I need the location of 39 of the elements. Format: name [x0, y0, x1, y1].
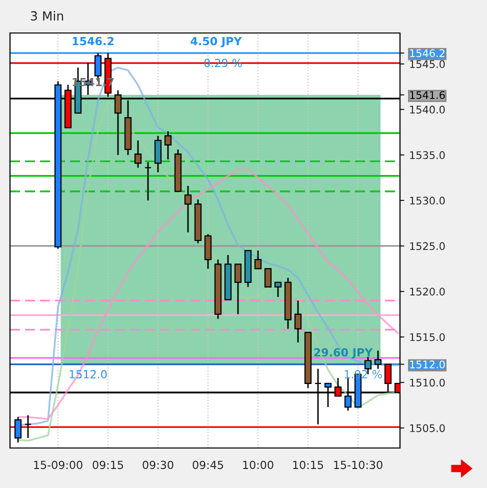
candlestick [134, 140, 142, 168]
candlestick [144, 162, 152, 202]
y-tick-label: 1505.0 [410, 424, 445, 432]
annotation: 1546.2 [72, 36, 114, 46]
annotation: 4.50 JPY [190, 36, 242, 48]
x-tick-label: 15-10:30 [334, 460, 382, 470]
candlestick [234, 263, 242, 315]
y-tick-label: 1541.6 [410, 91, 445, 99]
candlestick [14, 416, 22, 444]
y-tick-label: 1510.0 [410, 378, 445, 387]
x-tick-label: 10:15 [293, 460, 324, 470]
candlestick [204, 233, 212, 270]
x-tick-label: 09:45 [192, 460, 224, 470]
y-tick-label: 1546.2 [410, 49, 444, 58]
chart-title: 3 Min [30, 10, 64, 21]
x-tick-label: 15-09:00 [34, 460, 82, 470]
x-tick-label: 09:15 [92, 460, 124, 470]
y-tick-label: 1515.0 [410, 333, 445, 342]
candlestick [374, 350, 382, 370]
y-tick-label: 1540.0 [410, 106, 445, 114]
y-tick-label: 1535.0 [410, 151, 445, 160]
y-tick-label: 1530.0 [410, 196, 445, 205]
candlestick [24, 414, 32, 439]
candlestick [164, 130, 172, 160]
candlestick [254, 250, 262, 270]
y-tick-label: 1525.0 [410, 242, 445, 250]
x-tick-label: 09:30 [142, 460, 174, 470]
annotation: 1512.0 [70, 370, 107, 378]
x-tick-label: 10:00 [243, 460, 274, 470]
candlestick [264, 268, 272, 288]
candlestick [294, 300, 302, 344]
annotation: 29.60 JPY [314, 348, 373, 359]
y-tick-label: 1520.0 [410, 288, 445, 296]
candlestick [184, 185, 192, 234]
y-tick-label: 1545.0 [410, 60, 445, 68]
y-tick-label: 1512.0 [410, 360, 445, 368]
candlestick [274, 282, 282, 298]
annotation: 1541.7 [72, 78, 114, 86]
candlestick [154, 135, 162, 173]
